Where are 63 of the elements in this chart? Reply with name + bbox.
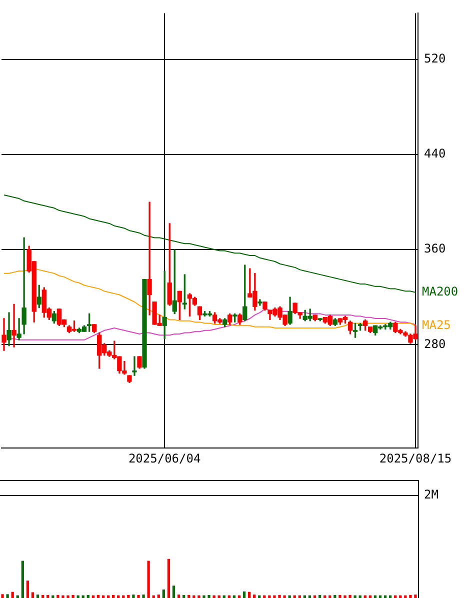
bar [162,590,166,598]
bar [318,594,322,598]
bar [137,594,140,598]
bar [41,594,44,598]
bar [344,595,346,598]
bar [182,594,186,598]
series-label: MA200 [422,284,458,298]
bar [62,595,64,598]
bar [56,594,60,598]
bar [147,560,150,598]
series-label: MA25 [422,318,451,332]
bar [172,586,176,598]
bar [76,595,80,598]
bar [46,594,50,598]
text: 2M [424,488,438,502]
bar [167,558,170,598]
bar [1,594,4,598]
bar [334,594,336,598]
bar [409,594,412,598]
bar [202,595,206,598]
bar [338,594,342,598]
bar [11,592,14,598]
bar [273,595,276,598]
bar [177,594,180,598]
bar [278,594,281,598]
bar [414,594,417,598]
y-tick-label: 440 [424,146,446,161]
candlestick [258,299,262,306]
bar [283,595,286,598]
x-tick-label: 2025/08/15 [379,451,452,466]
bar [31,592,34,598]
y-tick-label: 520 [424,52,446,66]
candlestick [132,356,137,376]
bar [112,594,115,598]
bar [6,594,9,598]
bar [288,595,291,598]
bar [26,580,30,598]
bar [354,595,356,598]
bar [66,595,70,598]
bar [188,594,190,598]
candlestick [2,318,6,351]
bar [36,594,40,598]
bar [157,594,160,598]
candlestick [12,304,16,348]
bar [72,594,74,598]
bar [242,591,246,598]
y-tick-label: 360 [424,242,446,256]
bar [252,594,256,598]
bar [21,560,24,598]
bar [348,594,352,598]
x-tick-label: 2025/06/04 [128,451,201,466]
y-tick-label: 280 [424,336,446,351]
bar [132,594,135,598]
bar [208,594,210,598]
bar [142,594,145,598]
bar [212,595,216,598]
bar [96,594,100,598]
bar [86,594,90,598]
bar [198,595,200,598]
bar [218,595,220,598]
bar [127,594,130,598]
bar [268,595,271,598]
bar [248,592,251,598]
